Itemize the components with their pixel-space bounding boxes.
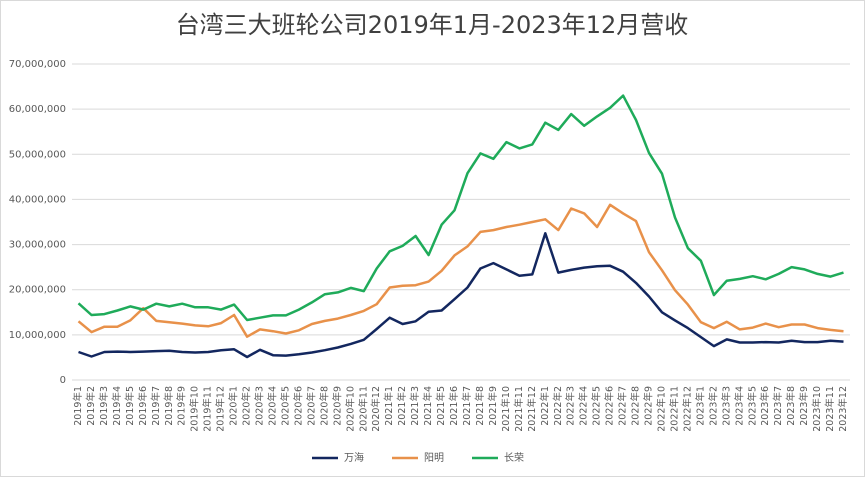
x-tick-label: 2020年3 [254, 386, 266, 426]
x-tick-label: 2021年4 [422, 386, 434, 426]
x-tick-label: 2023年9 [798, 386, 810, 426]
x-tick-label: 2022年5 [591, 386, 603, 426]
x-tick-label: 2022年10 [655, 386, 667, 432]
x-tick-label: 2019年2 [85, 386, 97, 426]
x-tick-label: 2022年2 [552, 386, 564, 426]
x-tick-label: 2021年12 [526, 386, 538, 432]
x-tick-label: 2019年4 [111, 386, 123, 426]
x-tick-label: 2022年1 [539, 386, 551, 426]
x-tick-label: 2022年4 [578, 386, 590, 426]
legend-label: 万海 [344, 451, 364, 464]
x-tick-label: 2022年8 [630, 386, 642, 426]
x-tick-label: 2019年1 [72, 386, 84, 426]
x-tick-label: 2020年12 [370, 386, 382, 432]
y-tick-label: 40,000,000 [9, 194, 66, 205]
x-tick-label: 2019年8 [163, 386, 175, 426]
x-tick-label: 2023年3 [720, 386, 732, 426]
x-tick-label: 2020年9 [331, 386, 343, 426]
legend-label: 阳明 [424, 452, 444, 464]
x-tick-label: 2021年2 [396, 386, 408, 426]
x-tick-label: 2022年12 [681, 386, 693, 432]
series-line [77, 203, 844, 338]
x-tick-label: 2020年10 [344, 386, 356, 432]
chart-title: 台湾三大班轮公司2019年1月-2023年12月营收 [176, 11, 689, 39]
legend-label: 长荣 [504, 452, 524, 464]
x-tick-label: 2019年11 [202, 386, 214, 432]
y-tick-label: 50,000,000 [9, 149, 66, 160]
x-tick-label: 2021年8 [474, 386, 486, 426]
x-tick-label: 2019年6 [137, 386, 149, 426]
x-tick-label: 2019年7 [150, 386, 162, 426]
x-tick-label: 2022年7 [617, 386, 629, 426]
x-tick-label: 2019年9 [176, 386, 188, 426]
y-tick-label: 20,000,000 [9, 285, 66, 296]
x-tick-label: 2020年8 [318, 386, 330, 426]
series-line [78, 232, 844, 359]
x-tick-label: 2021年11 [513, 386, 525, 432]
x-tick-label: 2022年9 [643, 386, 655, 426]
x-tick-label: 2019年3 [98, 386, 110, 426]
x-tick-label: 2020年5 [279, 386, 291, 426]
x-tick-label: 2020年4 [266, 386, 278, 426]
x-tick-label: 2021年6 [448, 386, 460, 426]
x-tick-label: 2023年5 [746, 386, 758, 426]
x-tick-label: 2023年6 [759, 386, 771, 426]
y-tick-label: 0 [60, 375, 66, 386]
y-tick-label: 70,000,000 [9, 59, 66, 70]
x-tick-label: 2023年8 [785, 386, 797, 426]
x-tick-label: 2021年1 [383, 386, 395, 426]
x-tick-label: 2021年10 [500, 386, 512, 432]
y-tick-label: 30,000,000 [9, 240, 66, 251]
x-tick-label: 2021年9 [487, 386, 499, 426]
x-tick-label: 2020年11 [357, 386, 369, 432]
x-tick-label: 2023年7 [772, 386, 784, 426]
x-tick-label: 2022年6 [604, 386, 616, 426]
x-tick-label: 2020年7 [305, 386, 317, 426]
x-tick-label: 2020年1 [228, 386, 240, 426]
x-tick-label: 2019年5 [124, 386, 136, 426]
x-tick-label: 2023年10 [811, 386, 823, 432]
x-tick-label: 2021年3 [409, 386, 421, 426]
x-tick-label: 2023年12 [837, 386, 849, 432]
x-tick-label: 2019年12 [215, 386, 227, 432]
x-tick-label: 2021年5 [435, 386, 447, 426]
y-tick-label: 10,000,000 [9, 330, 66, 341]
x-tick-label: 2021年7 [461, 386, 473, 426]
x-tick-label: 2020年6 [292, 386, 304, 426]
x-tick-label: 2023年2 [707, 386, 719, 426]
x-tick-label: 2019年10 [189, 386, 201, 432]
x-tick-label: 2022年11 [668, 386, 680, 432]
x-tick-label: 2023年1 [694, 386, 706, 426]
x-tick-label: 2023年11 [824, 386, 836, 432]
x-tick-label: 2022年3 [565, 386, 577, 426]
x-tick-label: 2020年2 [241, 386, 253, 426]
y-tick-label: 60,000,000 [9, 104, 66, 115]
x-tick-label: 2023年4 [733, 386, 745, 426]
series-line [77, 94, 844, 322]
